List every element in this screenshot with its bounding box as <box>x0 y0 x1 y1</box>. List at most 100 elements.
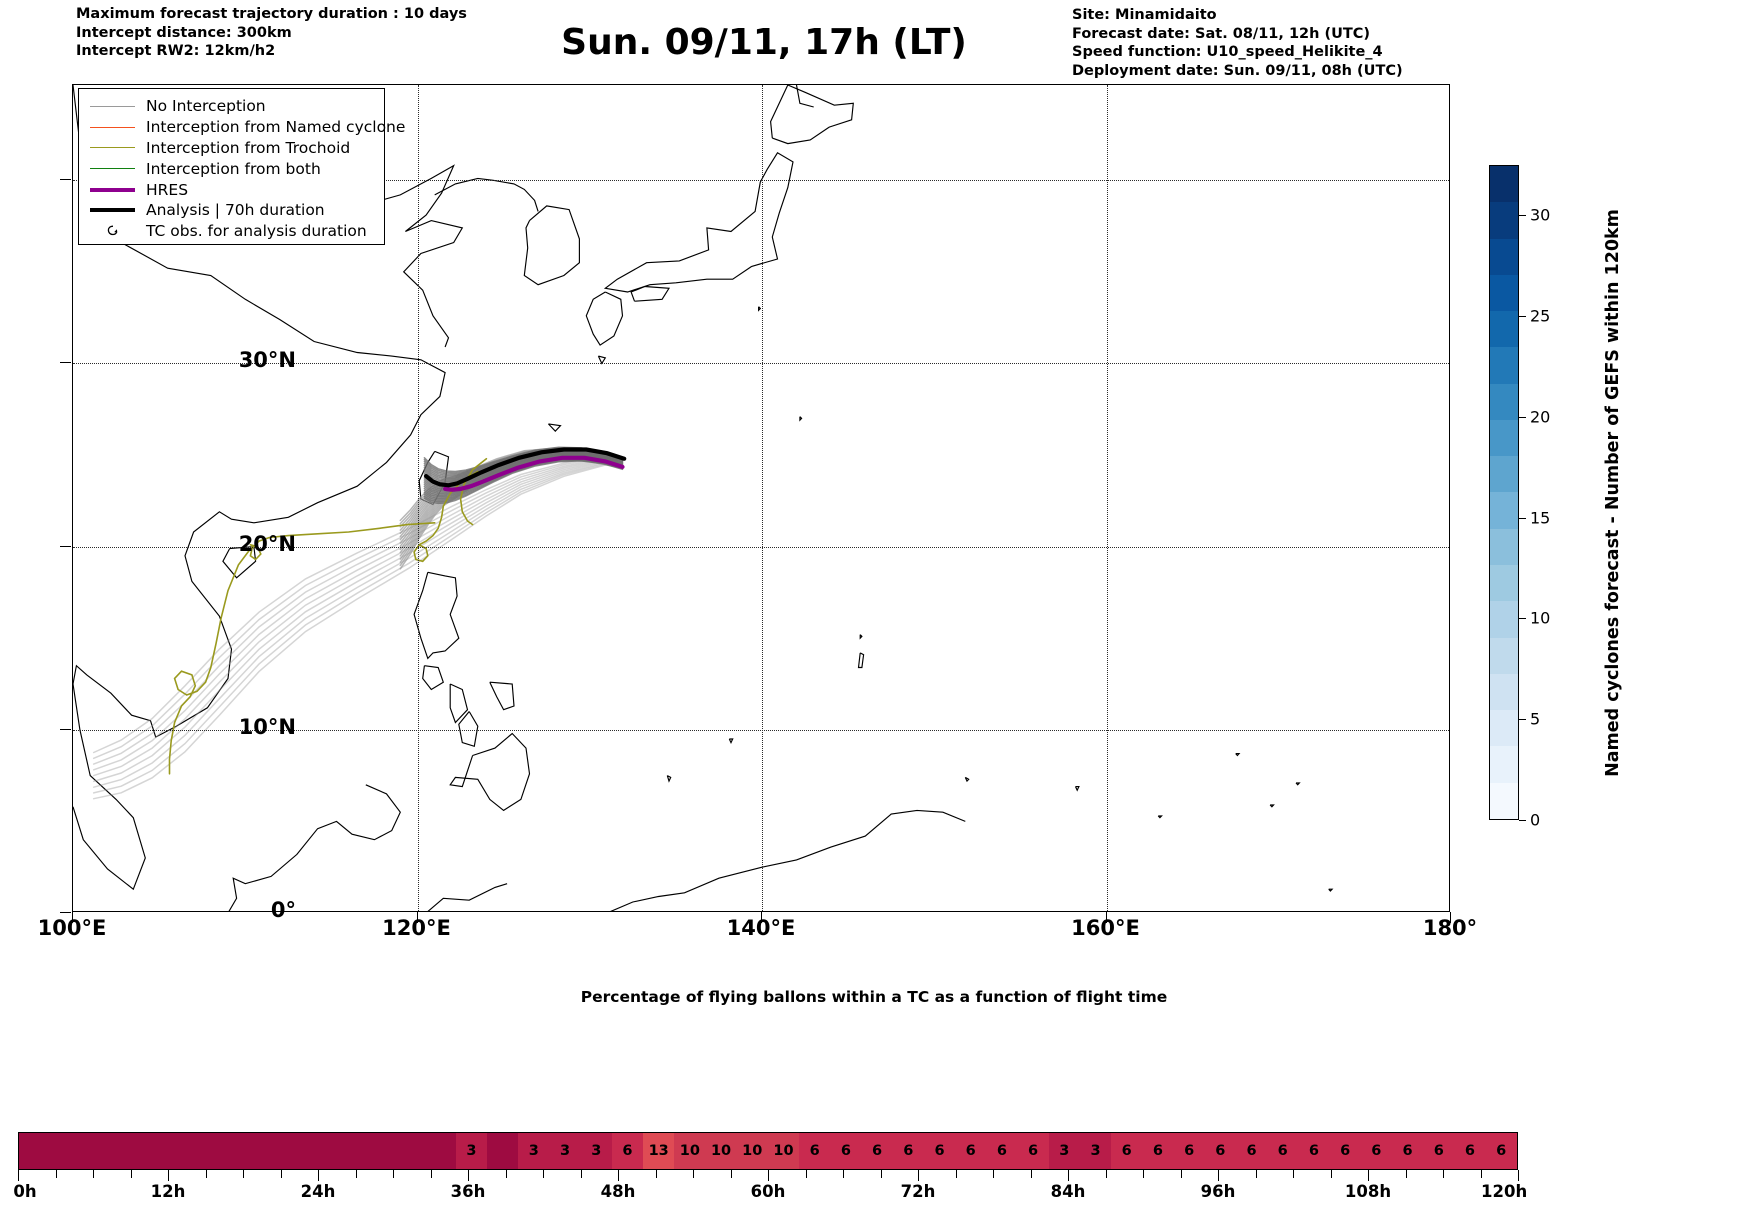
bar-segment[interactable]: 6 <box>830 1133 862 1169</box>
coastline <box>489 681 515 711</box>
legend-row[interactable]: Interception from Named cyclone <box>79 117 405 138</box>
barchart-tick-label: 108h <box>1344 1182 1392 1201</box>
barchart-minor-tick <box>955 1170 957 1178</box>
bar-segment[interactable]: 6 <box>1391 1133 1424 1169</box>
bar-segment[interactable] <box>393 1133 425 1169</box>
bar-segment[interactable]: 10 <box>705 1133 737 1169</box>
colorbar-segment <box>1490 202 1518 239</box>
coastline <box>666 775 672 783</box>
legend-label: No Interception <box>146 97 266 116</box>
barchart-major-tick <box>468 1170 469 1181</box>
bar-segment[interactable]: 6 <box>955 1133 987 1169</box>
bar-segment[interactable]: 10 <box>736 1133 768 1169</box>
legend-label: Analysis | 70h duration <box>146 201 325 220</box>
bar-segment[interactable] <box>331 1133 363 1169</box>
coastline <box>434 177 539 212</box>
colorbar-segment <box>1490 782 1518 819</box>
header-left-line-2: Intercept distance: 300km <box>76 24 292 41</box>
bar-segment[interactable]: 6 <box>799 1133 831 1169</box>
barchart-minor-tick <box>580 1170 582 1178</box>
colorbar-segment <box>1490 274 1518 312</box>
bar-segment[interactable]: 6 <box>611 1133 644 1169</box>
bar-segment[interactable] <box>362 1133 394 1169</box>
legend-label: TC obs. for analysis duration <box>146 222 367 241</box>
legend-row[interactable]: HRES <box>79 179 384 200</box>
bar-segment[interactable]: 10 <box>767 1133 800 1169</box>
bar-segment[interactable]: 6 <box>1142 1133 1174 1169</box>
map-xtick <box>761 912 762 923</box>
coastline <box>374 164 464 348</box>
trajectory-path <box>92 457 612 777</box>
header-right-info: Site: Minamidaito Forecast date: Sat. 08… <box>1072 6 1403 80</box>
bar-segment[interactable]: 3 <box>455 1133 488 1169</box>
bar-segment[interactable]: 6 <box>1423 1133 1455 1169</box>
bar-segment[interactable]: 6 <box>1485 1133 1517 1169</box>
trajectory-path <box>92 461 612 794</box>
barchart-major-tick <box>18 1170 19 1181</box>
bar-segment[interactable]: 6 <box>1111 1133 1143 1169</box>
map-xtick-label: 100°E <box>37 916 107 940</box>
legend-row[interactable]: Interception from both <box>79 158 384 179</box>
bar-segment[interactable]: 13 <box>643 1133 675 1169</box>
colorbar-tick-label: 10 <box>1530 608 1551 628</box>
bar-segment[interactable]: 6 <box>1235 1133 1268 1169</box>
barchart-minor-tick <box>430 1170 432 1178</box>
bar-segment[interactable]: 3 <box>1079 1133 1112 1169</box>
legend-row[interactable]: No Interception <box>79 96 384 117</box>
bar-segment[interactable] <box>237 1133 269 1169</box>
bar-segment[interactable] <box>81 1133 113 1169</box>
legend-row[interactable]: Interception from Trochoid <box>79 138 384 159</box>
legend-row[interactable]: TC obs. for analysis duration <box>79 221 384 242</box>
barchart-major-tick <box>318 1170 319 1181</box>
colorbar-label: Named cyclones forecast - Number of GEFS… <box>1603 208 1623 777</box>
bar-segment[interactable]: 6 <box>1017 1133 1049 1169</box>
bar-segment[interactable]: 6 <box>1204 1133 1236 1169</box>
bar-segment[interactable]: 3 <box>549 1133 581 1169</box>
barchart-minor-tick <box>1143 1170 1144 1178</box>
bar-segment[interactable] <box>487 1133 519 1169</box>
colorbar-tick <box>1519 719 1526 721</box>
legend-color-swatch <box>90 147 135 149</box>
bar-segment[interactable]: 3 <box>580 1133 612 1169</box>
bar-segment[interactable]: 6 <box>1329 1133 1361 1169</box>
barchart-major-tick <box>168 1170 169 1181</box>
barchart-tick-label: 48h <box>600 1182 636 1201</box>
bar-segment[interactable]: 6 <box>923 1133 956 1169</box>
colorbar-tick-label: 20 <box>1530 407 1551 427</box>
coastline <box>610 809 966 911</box>
bar-segment[interactable]: 10 <box>674 1133 706 1169</box>
map-ytick <box>60 728 71 730</box>
bar-segment[interactable] <box>206 1133 238 1169</box>
bar-segment[interactable]: 6 <box>861 1133 893 1169</box>
bar-segment[interactable]: 6 <box>1173 1133 1205 1169</box>
bar-segment[interactable] <box>19 1133 51 1169</box>
bar-segment[interactable]: 6 <box>1454 1133 1486 1169</box>
colorbar <box>1489 165 1519 820</box>
percentage-bar-chart[interactable]: 3 3 3 3 6 13 10 10 10 10 6 6 6 6 6 6 6 6 3 3 6 6 6 6 6 6 6 6 6 6 6 6 6 <box>18 1132 1518 1170</box>
bar-segment[interactable] <box>299 1133 332 1169</box>
coastline <box>1157 815 1163 819</box>
map-ytick <box>60 362 71 364</box>
map-xtick <box>72 912 73 923</box>
legend-row[interactable]: Analysis | 70h duration <box>79 200 384 221</box>
bar-segment[interactable]: 3 <box>1048 1133 1080 1169</box>
barchart-minor-tick <box>1255 1170 1257 1178</box>
bar-segment[interactable]: 3 <box>518 1133 550 1169</box>
bar-segment[interactable] <box>424 1133 456 1169</box>
colorbar-tick-label: 0 <box>1530 810 1541 830</box>
bar-segment[interactable] <box>175 1133 207 1169</box>
map-gridline-lon <box>762 85 763 911</box>
bar-segment[interactable]: 6 <box>1298 1133 1330 1169</box>
bar-segment[interactable] <box>50 1133 82 1169</box>
barchart-minor-tick <box>1480 1170 1482 1178</box>
colorbar-segment <box>1490 492 1518 529</box>
bar-segment[interactable] <box>112 1133 144 1169</box>
bar-segment[interactable]: 6 <box>1267 1133 1299 1169</box>
bar-segment[interactable]: 6 <box>986 1133 1018 1169</box>
legend-label: Interception from Named cyclone <box>146 118 406 137</box>
bar-segment[interactable] <box>143 1133 176 1169</box>
bar-segment[interactable]: 6 <box>892 1133 924 1169</box>
bar-segment[interactable] <box>268 1133 300 1169</box>
bar-segment[interactable]: 6 <box>1360 1133 1392 1169</box>
legend-color-swatch <box>90 126 135 128</box>
